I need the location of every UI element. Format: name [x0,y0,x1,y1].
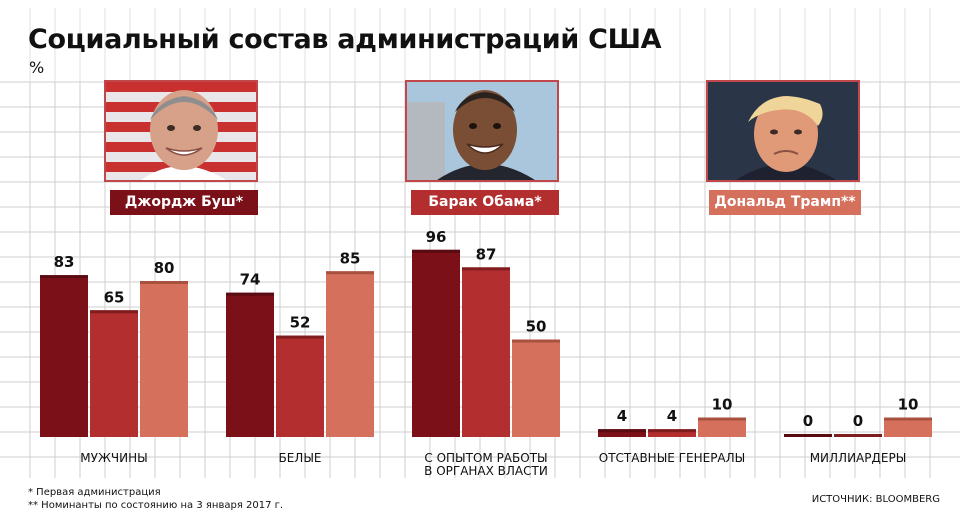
category-label: С ОПЫТОМ РАБОТЫ [424,451,547,465]
bar-value-label: 80 [154,259,175,277]
value-labels: 83 65 80 74 52 85 96 87 50 4 4 10 0 0 10 [54,228,919,430]
trump-name-label: Дональд Трамп** [709,190,861,215]
obama-name-label: Барак Обама* [411,190,559,215]
bar-top-bevel [412,249,460,253]
bush-portrait [104,80,258,182]
bar [598,429,646,437]
bar-value-label: 0 [853,412,863,430]
source-label: ИСТОЧНИК: BLOOMBERG [811,494,940,505]
bar [698,417,746,437]
bar [326,271,374,437]
bar-top-bevel [462,267,510,271]
category-label: МУЖЧИНЫ [80,451,147,465]
bar [140,281,188,437]
category-label: БЕЛЫЕ [278,451,321,465]
bar-top-bevel [784,434,832,437]
bar-top-bevel [512,339,560,343]
bar [648,429,696,437]
bar-value-label: 65 [104,288,125,306]
bar-value-label: 4 [667,407,677,425]
bar-top-bevel [698,417,746,421]
category-label: В ОРГАНАХ ВЛАСТИ [424,464,548,478]
trump-portrait [706,80,860,182]
bar-top-bevel [226,292,274,296]
bar-top-bevel [884,417,932,421]
bar-value-label: 4 [617,407,627,425]
bar-value-label: 83 [54,253,75,271]
bar-value-label: 10 [898,396,919,414]
bar-value-label: 87 [476,245,497,263]
bar-value-label: 85 [340,249,361,267]
bar-value-label: 10 [712,396,733,414]
bar-top-bevel [648,429,696,433]
bar [412,249,460,437]
bar [90,310,138,437]
bar [884,417,932,437]
bar-value-label: 96 [426,228,447,246]
bars [40,249,932,437]
bar-top-bevel [90,310,138,314]
bar [40,275,88,437]
bar-value-label: 0 [803,412,813,430]
category-label: МИЛЛИАРДЕРЫ [810,451,907,465]
bar-top-bevel [598,429,646,433]
bar-top-bevel [834,434,882,437]
bar-top-bevel [326,271,374,275]
chart-title: Социальный состав администраций США [28,24,662,55]
category-label: ОТСТАВНЫЕ ГЕНЕРАЛЫ [599,451,746,465]
bush-name-label: Джордж Буш* [110,190,258,215]
obama-portrait [405,80,559,182]
unit-label: % [29,58,45,77]
bar [462,267,510,437]
bar-value-label: 50 [526,318,547,336]
bar-top-bevel [40,275,88,279]
bar-top-bevel [276,335,324,339]
bar-value-label: 74 [240,271,261,289]
bar [276,335,324,437]
bar [512,339,560,437]
bar-top-bevel [140,281,188,284]
footnotes: * Первая администрация ** Номинанты по с… [28,486,283,512]
footnote-first: * Первая администрация [28,487,161,498]
footnote-second: ** Номинанты по состоянию на 3 января 20… [28,500,284,511]
bar-value-label: 52 [290,314,311,332]
bar [226,292,274,437]
